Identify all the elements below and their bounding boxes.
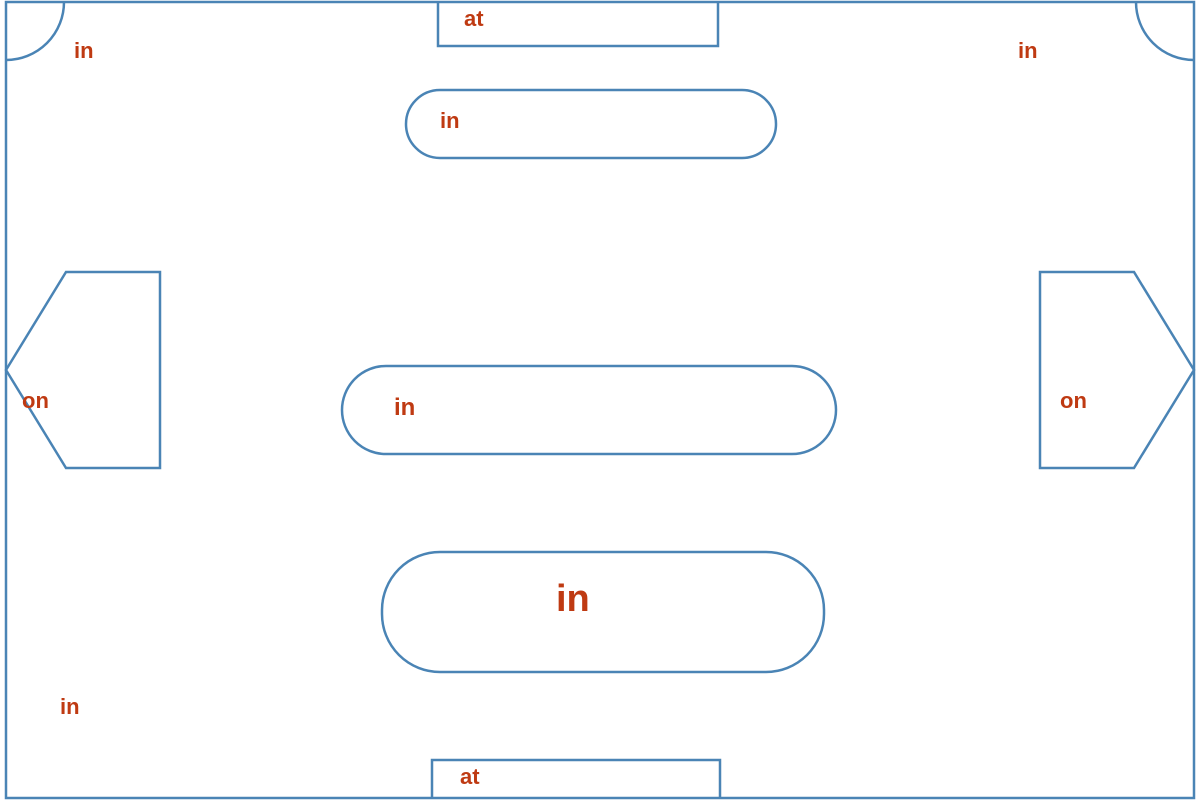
label-on-right: on [1060, 388, 1087, 414]
pill-lower [382, 552, 824, 672]
corner-arc-tl [6, 2, 64, 60]
label-in-corner-tl: in [74, 38, 94, 64]
pill-middle [342, 366, 836, 454]
corner-arc-tr [1136, 2, 1194, 60]
pill-upper [406, 90, 776, 158]
outer-frame [6, 2, 1194, 798]
label-in-bottom-left: in [60, 694, 80, 720]
label-in-pill-lower: in [556, 578, 590, 621]
label-in-pill-upper: in [440, 108, 460, 134]
label-at-top: at [464, 6, 484, 32]
label-on-left: on [22, 388, 49, 414]
label-in-pill-middle: in [394, 394, 415, 422]
diagram-stage: at at in in in in in in on on [0, 0, 1200, 800]
diagram-svg [0, 0, 1200, 800]
label-at-bottom: at [460, 764, 480, 790]
penta-right [1040, 272, 1194, 468]
label-in-corner-tr: in [1018, 38, 1038, 64]
penta-left [6, 272, 160, 468]
